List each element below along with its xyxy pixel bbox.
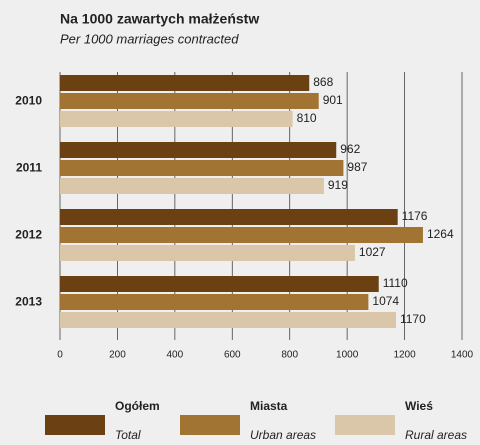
x-tick-label: 200: [109, 350, 126, 361]
x-tick-label: 1000: [336, 350, 359, 361]
legend-swatch: [335, 415, 395, 435]
bar: [60, 294, 369, 310]
legend-label: Miasta: [250, 399, 288, 413]
bar: [60, 93, 319, 109]
bar: [60, 276, 379, 292]
bar: [60, 142, 337, 158]
chart-subtitle: Per 1000 marriages contracted: [60, 31, 239, 46]
x-tick-label: 1200: [393, 350, 416, 361]
y-tick-label: 2010: [15, 94, 42, 108]
y-tick-label: 2012: [15, 228, 42, 242]
bar: [60, 160, 344, 176]
value-label: 810: [297, 111, 317, 125]
bar: [60, 111, 293, 127]
value-label: 1176: [402, 209, 428, 223]
bar: [60, 178, 324, 194]
bar: [60, 227, 423, 243]
value-label: 1110: [383, 276, 408, 290]
value-label: 919: [328, 178, 348, 192]
legend-swatch: [180, 415, 240, 435]
value-label: 962: [340, 142, 360, 156]
value-label: 1074: [372, 294, 399, 308]
value-label: 1170: [400, 312, 426, 326]
value-label: 1027: [359, 245, 386, 259]
x-tick-label: 800: [281, 350, 298, 361]
bar: [60, 209, 398, 225]
legend-swatch: [45, 415, 105, 435]
value-label: 1264: [427, 227, 454, 241]
x-tick-label: 0: [57, 350, 63, 361]
legend-label-en: Urban areas: [250, 428, 316, 442]
bar: [60, 75, 310, 91]
y-tick-label: 2013: [15, 295, 42, 309]
value-label: 868: [313, 75, 333, 89]
value-label: 901: [323, 93, 343, 107]
x-tick-label: 1400: [451, 350, 474, 361]
x-tick-label: 600: [224, 350, 241, 361]
legend-label-en: Rural areas: [405, 428, 467, 442]
legend-label-en: Total: [115, 428, 141, 442]
bar: [60, 245, 355, 261]
y-tick-label: 2011: [16, 161, 42, 175]
legend-label: Wieś: [405, 399, 433, 413]
legend-label: Ogółem: [115, 399, 160, 413]
bar: [60, 312, 396, 328]
chart-title: Na 1000 zawartych małżeństw: [60, 11, 259, 27]
value-label: 987: [347, 160, 367, 174]
x-tick-label: 400: [167, 350, 184, 361]
